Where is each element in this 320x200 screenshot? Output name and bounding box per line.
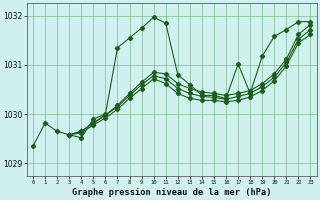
X-axis label: Graphe pression niveau de la mer (hPa): Graphe pression niveau de la mer (hPa)	[72, 188, 272, 197]
